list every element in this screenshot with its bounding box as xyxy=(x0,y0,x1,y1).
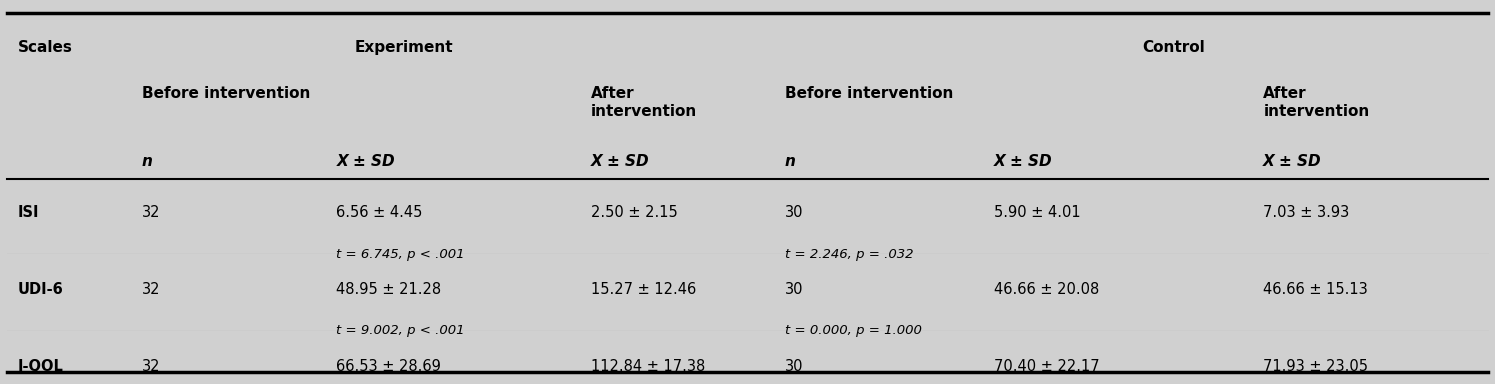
Text: t = 0.000, p = 1.000: t = 0.000, p = 1.000 xyxy=(785,324,922,338)
Text: 70.40 ± 22.17: 70.40 ± 22.17 xyxy=(994,359,1100,374)
Text: 30: 30 xyxy=(785,282,803,297)
Text: 46.66 ± 15.13: 46.66 ± 15.13 xyxy=(1263,282,1368,297)
Text: 15.27 ± 12.46: 15.27 ± 12.46 xyxy=(591,282,695,297)
Text: UDI-6: UDI-6 xyxy=(18,282,64,297)
Text: Scales: Scales xyxy=(18,40,73,55)
Text: 66.53 ± 28.69: 66.53 ± 28.69 xyxy=(336,359,441,374)
Text: 46.66 ± 20.08: 46.66 ± 20.08 xyxy=(994,282,1099,297)
Text: After
intervention: After intervention xyxy=(1263,86,1369,119)
Text: 32: 32 xyxy=(142,282,160,297)
Text: t = 2.246, p = .032: t = 2.246, p = .032 xyxy=(785,248,913,261)
Text: After
intervention: After intervention xyxy=(591,86,697,119)
Text: Before intervention: Before intervention xyxy=(785,86,954,101)
Text: 30: 30 xyxy=(785,205,803,220)
Text: 71.93 ± 23.05: 71.93 ± 23.05 xyxy=(1263,359,1368,374)
Text: 6.56 ± 4.45: 6.56 ± 4.45 xyxy=(336,205,423,220)
Text: 30: 30 xyxy=(785,359,803,374)
Text: ISI: ISI xyxy=(18,205,39,220)
Text: 5.90 ± 4.01: 5.90 ± 4.01 xyxy=(994,205,1081,220)
Text: 7.03 ± 3.93: 7.03 ± 3.93 xyxy=(1263,205,1350,220)
Text: 2.50 ± 2.15: 2.50 ± 2.15 xyxy=(591,205,677,220)
Text: I-QOL: I-QOL xyxy=(18,359,64,374)
Text: 32: 32 xyxy=(142,205,160,220)
Text: X ± SD: X ± SD xyxy=(591,154,649,169)
Text: t = 6.745, p < .001: t = 6.745, p < .001 xyxy=(336,248,465,261)
Text: X ± SD: X ± SD xyxy=(994,154,1052,169)
Text: X ± SD: X ± SD xyxy=(336,154,395,169)
Text: 32: 32 xyxy=(142,359,160,374)
Text: t = 9.002, p < .001: t = 9.002, p < .001 xyxy=(336,324,465,338)
Text: Control: Control xyxy=(1142,40,1205,55)
Text: Experiment: Experiment xyxy=(354,40,453,55)
Text: X ± SD: X ± SD xyxy=(1263,154,1322,169)
Text: 112.84 ± 17.38: 112.84 ± 17.38 xyxy=(591,359,704,374)
Text: 48.95 ± 21.28: 48.95 ± 21.28 xyxy=(336,282,441,297)
Text: n: n xyxy=(142,154,152,169)
Text: Before intervention: Before intervention xyxy=(142,86,311,101)
Text: n: n xyxy=(785,154,795,169)
